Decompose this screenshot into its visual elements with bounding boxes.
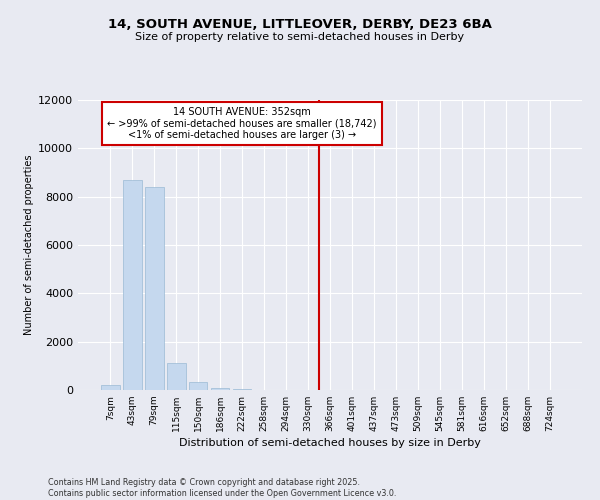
Bar	[145, 187, 164, 390]
Text: 14 SOUTH AVENUE: 352sqm
← >99% of semi-detached houses are smaller (18,742)
<1% : 14 SOUTH AVENUE: 352sqm ← >99% of semi-d…	[107, 108, 377, 140]
Bar	[211, 388, 229, 390]
X-axis label: Distribution of semi-detached houses by size in Derby: Distribution of semi-detached houses by …	[179, 438, 481, 448]
Bar	[123, 180, 142, 390]
Y-axis label: Number of semi-detached properties: Number of semi-detached properties	[24, 155, 34, 336]
Text: 14, SOUTH AVENUE, LITTLEOVER, DERBY, DE23 6BA: 14, SOUTH AVENUE, LITTLEOVER, DERBY, DE2…	[108, 18, 492, 30]
Text: Contains HM Land Registry data © Crown copyright and database right 2025.
Contai: Contains HM Land Registry data © Crown c…	[48, 478, 397, 498]
Text: Size of property relative to semi-detached houses in Derby: Size of property relative to semi-detach…	[136, 32, 464, 42]
Bar	[189, 382, 208, 390]
Bar	[233, 388, 251, 390]
Bar	[101, 385, 119, 390]
Bar	[167, 364, 185, 390]
